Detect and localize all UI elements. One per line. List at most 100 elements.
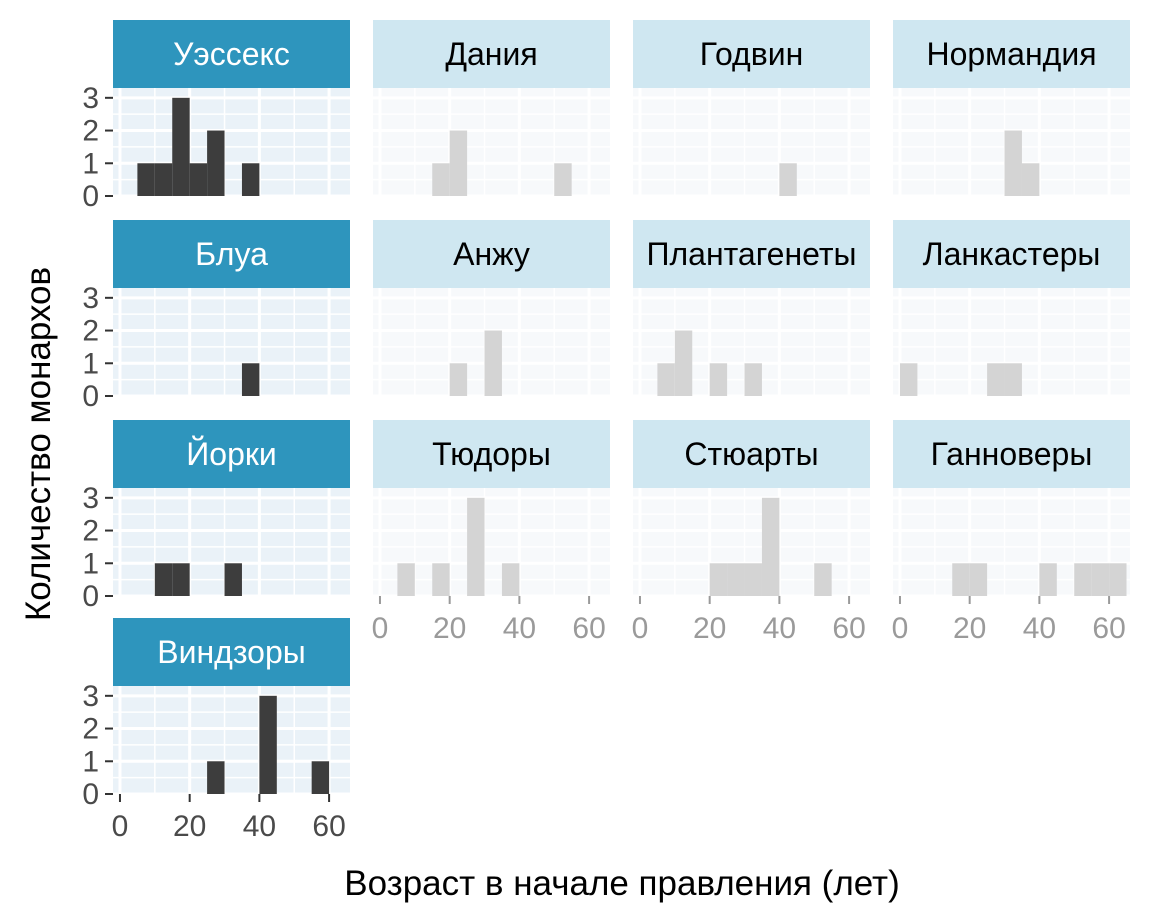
facet-strip: [113, 618, 350, 686]
x-tick-label: 60: [1092, 612, 1125, 645]
x-tick-label: 60: [312, 810, 345, 843]
facet-title: Ганноверы: [931, 436, 1093, 472]
facet-strip: [113, 20, 350, 88]
y-tick-label: 3: [82, 680, 99, 713]
facet-strip: [633, 420, 870, 488]
y-tick-label: 2: [82, 713, 99, 746]
histogram-bar: [1004, 363, 1022, 396]
facet-strip: [893, 220, 1130, 288]
y-tick-label: 2: [82, 515, 99, 548]
histogram-bar: [1109, 563, 1127, 596]
facet-strip: [633, 20, 870, 88]
histogram-bar: [744, 563, 762, 596]
x-tick-label: 0: [112, 810, 129, 843]
histogram-bar: [952, 563, 970, 596]
facet-title: Годвин: [700, 36, 804, 72]
histogram-bar: [744, 363, 762, 396]
facet-title: Дания: [445, 36, 537, 72]
x-tick-label: 20: [953, 612, 986, 645]
histogram-bar: [674, 330, 693, 396]
facet-panel: Стюарты 0 20 40 60: [632, 420, 870, 645]
histogram-bar: [172, 563, 190, 596]
x-tick-label: 40: [243, 810, 276, 843]
y-tick-label: 0: [82, 580, 99, 613]
facet-title: Йорки: [186, 436, 276, 472]
facet-panel: Нормандия: [893, 20, 1130, 198]
y-tick-label: 0: [82, 380, 99, 413]
panel-background: [113, 686, 350, 794]
histogram-bar: [484, 330, 502, 396]
facet-strip: [373, 420, 610, 488]
histogram-bar: [241, 163, 260, 196]
y-tick-label: 2: [82, 315, 99, 348]
facet-panel: Тюдоры 0 20 40 60: [372, 420, 610, 645]
histogram-bar: [761, 497, 780, 596]
histogram-bar: [1004, 130, 1022, 196]
histogram-bar: [1091, 563, 1110, 596]
x-tick-label: 40: [763, 612, 796, 645]
x-tick-label: 20: [173, 810, 206, 843]
panel-background: [633, 88, 870, 196]
x-tick-label: 20: [693, 612, 726, 645]
facet-title: Нормандия: [926, 36, 1096, 72]
facet-strip: [893, 420, 1130, 488]
histogram-bar: [899, 363, 918, 396]
facet-title: Стюарты: [684, 436, 818, 472]
x-tick-label: 40: [1023, 612, 1056, 645]
y-tick-label: 1: [82, 547, 99, 580]
histogram-bar: [432, 163, 450, 196]
facet-title: Уэссекс: [173, 36, 290, 72]
histogram-bar: [224, 563, 242, 596]
histogram-bar: [987, 363, 1005, 396]
panel-background: [113, 288, 350, 396]
histogram-bar: [207, 761, 225, 794]
facet-title: Блуа: [195, 236, 268, 272]
facet-title: Ланкастеры: [923, 236, 1101, 272]
histogram-bar: [1039, 563, 1057, 596]
y-tick-label: 2: [82, 115, 99, 148]
histogram-bar: [467, 497, 485, 596]
facet-strip: [373, 20, 610, 88]
x-tick-label: 40: [503, 612, 536, 645]
facet-title: Тюдоры: [432, 436, 551, 472]
histogram-bar: [137, 163, 155, 196]
histogram-bar: [207, 130, 225, 196]
histogram-bar: [657, 363, 675, 396]
histogram-bar: [727, 563, 745, 596]
histogram-bar: [189, 163, 208, 196]
facet-panel: Годвин: [633, 20, 870, 198]
histogram-bar: [709, 363, 728, 396]
facet-strip: [373, 220, 610, 288]
histogram-bar: [1021, 163, 1040, 196]
y-tick-label: 1: [82, 147, 99, 180]
histogram-bar: [432, 563, 450, 596]
y-tick-label: 3: [82, 282, 99, 315]
histogram-bar: [1074, 563, 1092, 596]
histogram-bar: [259, 695, 277, 794]
histogram-bar: [814, 563, 832, 596]
facet-title: Анжу: [453, 236, 530, 272]
facet-panel: Анжу: [373, 220, 610, 398]
x-tick-label: 0: [632, 612, 649, 645]
histogram-bar: [449, 130, 468, 196]
y-axis-title: Количество монархов: [19, 267, 58, 621]
histogram-bar: [154, 163, 173, 196]
facet-panel: Плантагенеты: [633, 220, 870, 398]
facet-panel: Ланкастеры: [893, 220, 1130, 398]
x-tick-label: 0: [372, 612, 389, 645]
facet-strip: [893, 20, 1130, 88]
y-tick-label: 1: [82, 347, 99, 380]
y-tick-label: 1: [82, 745, 99, 778]
facet-title: Виндзоры: [157, 634, 305, 670]
histogram-bar: [969, 563, 988, 596]
x-tick-label: 60: [572, 612, 605, 645]
histogram-bar: [311, 761, 330, 794]
y-tick-label: 0: [82, 180, 99, 213]
x-tick-label: 20: [433, 612, 466, 645]
facet-panel: Дания: [373, 20, 610, 198]
